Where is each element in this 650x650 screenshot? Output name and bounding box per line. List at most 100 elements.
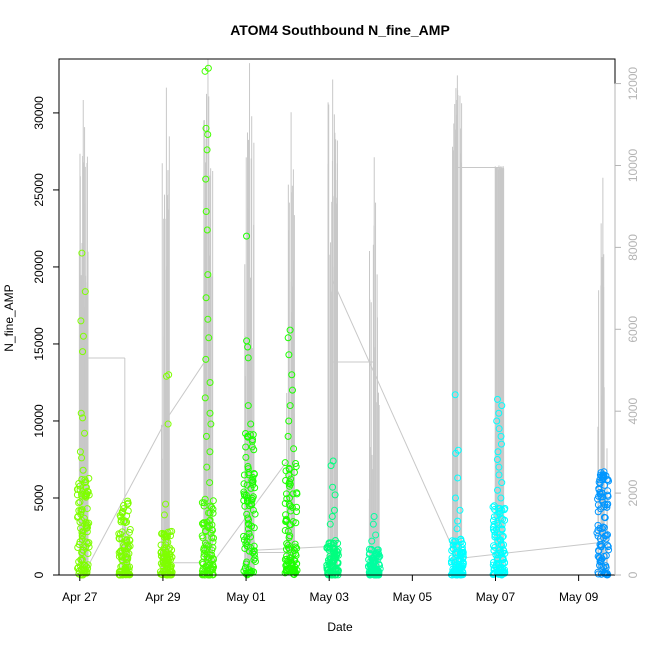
data-point bbox=[78, 249, 86, 257]
data-point bbox=[594, 521, 602, 529]
data-point bbox=[501, 558, 509, 566]
data-point bbox=[495, 409, 503, 417]
data-point bbox=[497, 440, 505, 448]
data-point bbox=[118, 508, 126, 516]
data-point bbox=[74, 564, 82, 572]
data-point bbox=[498, 521, 506, 529]
data-point bbox=[281, 459, 289, 467]
data-point bbox=[283, 540, 291, 548]
data-point bbox=[286, 326, 294, 334]
data-point bbox=[287, 507, 295, 515]
data-point bbox=[199, 559, 207, 567]
data-point bbox=[162, 541, 170, 549]
line-connector bbox=[332, 279, 458, 559]
data-point bbox=[284, 432, 292, 440]
data-point bbox=[293, 503, 301, 511]
data-point bbox=[495, 425, 503, 433]
data-point bbox=[165, 566, 173, 574]
data-point bbox=[326, 544, 334, 552]
data-point bbox=[162, 500, 170, 508]
data-point bbox=[247, 420, 255, 428]
data-point bbox=[330, 506, 338, 514]
data-point bbox=[157, 548, 165, 556]
data-point bbox=[287, 556, 295, 564]
data-point bbox=[123, 512, 131, 520]
data-point bbox=[493, 455, 501, 463]
y-axis-label: N_fine_AMP bbox=[2, 284, 16, 351]
data-point bbox=[492, 551, 500, 559]
y-tick-label-right: 6000 bbox=[626, 316, 640, 343]
data-point bbox=[370, 566, 378, 574]
y-tick-label-left: 25000 bbox=[32, 173, 46, 207]
data-point bbox=[206, 409, 214, 417]
data-point bbox=[125, 566, 133, 574]
data-point bbox=[83, 569, 91, 577]
data-point bbox=[203, 226, 211, 234]
data-point bbox=[202, 432, 210, 440]
data-point bbox=[117, 563, 125, 571]
data-point bbox=[498, 525, 506, 533]
y-tick-label-right: 12000 bbox=[626, 67, 640, 101]
data-point bbox=[455, 556, 463, 564]
data-point bbox=[77, 409, 85, 417]
data-point bbox=[125, 570, 133, 578]
data-point bbox=[289, 518, 297, 526]
data-point bbox=[81, 288, 89, 296]
chart-title: ATOM4 Southbound N_fine_AMP bbox=[230, 22, 450, 38]
data-point bbox=[85, 539, 93, 547]
data-point bbox=[451, 494, 459, 502]
data-point bbox=[73, 491, 81, 499]
data-point bbox=[493, 417, 501, 425]
data-point bbox=[206, 378, 214, 386]
data-point bbox=[281, 526, 289, 534]
data-point bbox=[82, 478, 90, 486]
data-point bbox=[291, 540, 299, 548]
data-point bbox=[247, 533, 255, 541]
data-point bbox=[594, 552, 602, 560]
data-point bbox=[459, 569, 467, 577]
data-point bbox=[499, 532, 507, 540]
data-point bbox=[209, 566, 217, 574]
data-point bbox=[242, 429, 250, 437]
data-point bbox=[251, 510, 259, 518]
data-point bbox=[448, 537, 456, 545]
data-point bbox=[458, 549, 466, 557]
data-point bbox=[333, 566, 341, 574]
data-point bbox=[77, 317, 85, 325]
data-point bbox=[459, 553, 467, 561]
data-point bbox=[374, 546, 382, 554]
data-point bbox=[493, 486, 501, 494]
data-point bbox=[208, 534, 216, 542]
data-point bbox=[285, 482, 293, 490]
data-point bbox=[160, 511, 168, 519]
data-point bbox=[293, 560, 301, 568]
data-point bbox=[123, 539, 131, 547]
data-point bbox=[604, 531, 612, 539]
data-point bbox=[78, 531, 86, 539]
x-axis: Apr 27 Apr 29 May 01 May 03 May 05 May 07 May … bbox=[62, 574, 599, 604]
data-point bbox=[373, 567, 381, 575]
data-point bbox=[490, 513, 498, 521]
data-point bbox=[125, 528, 133, 536]
data-point bbox=[124, 500, 132, 508]
data-point bbox=[168, 527, 176, 535]
x-tick-label: May 09 bbox=[559, 590, 599, 604]
data-point bbox=[495, 471, 503, 479]
data-point bbox=[285, 351, 293, 359]
data-point bbox=[328, 562, 336, 570]
data-point bbox=[284, 544, 292, 552]
data-point bbox=[497, 494, 505, 502]
data-point bbox=[600, 513, 608, 521]
data-point bbox=[293, 489, 301, 497]
data-point bbox=[206, 509, 214, 517]
data-point bbox=[120, 544, 128, 552]
line-connector bbox=[82, 419, 167, 576]
data-point bbox=[205, 334, 213, 342]
data-point bbox=[78, 549, 86, 557]
data-point bbox=[78, 555, 86, 563]
points-series bbox=[73, 64, 613, 579]
data-point bbox=[200, 519, 208, 527]
data-point bbox=[208, 521, 216, 529]
x-tick-label: Apr 29 bbox=[145, 590, 181, 604]
data-point bbox=[501, 504, 509, 512]
